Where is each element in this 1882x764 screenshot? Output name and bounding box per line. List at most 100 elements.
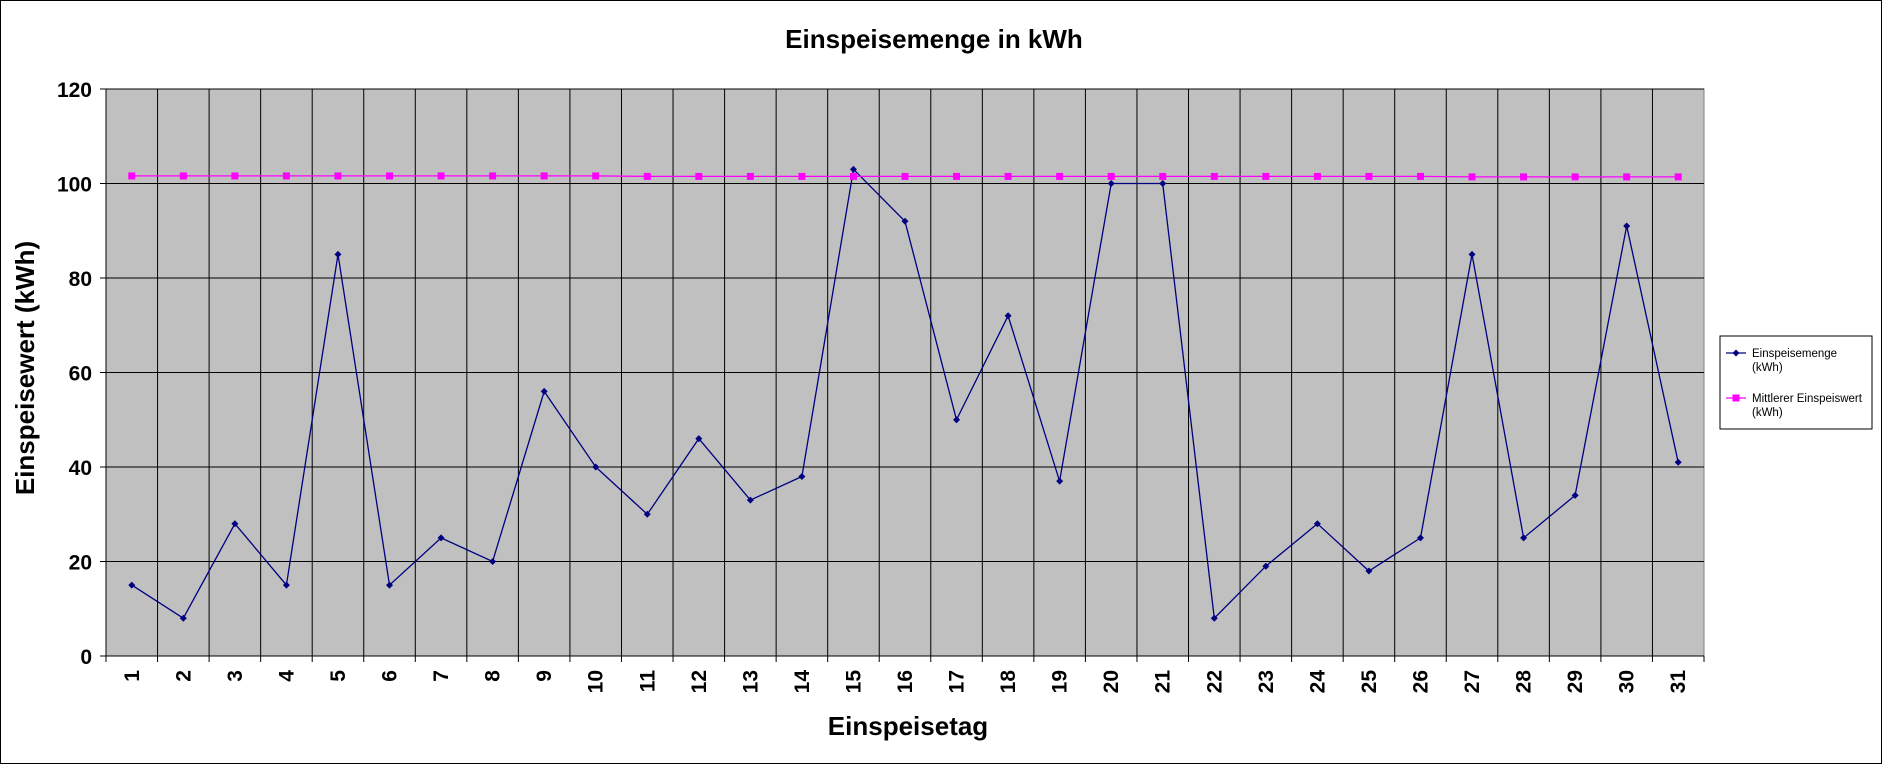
x-tick-label: 1 <box>121 670 144 682</box>
x-tick-label: 9 <box>533 670 556 682</box>
data-point <box>901 172 909 180</box>
data-point <box>1262 172 1270 180</box>
y-axis-title: Einspeisewert (kWh) <box>10 241 40 495</box>
legend-item: Mittlerer Einspeiswert (kWh) <box>1726 393 1863 419</box>
x-tick-label: 15 <box>842 670 865 694</box>
data-point <box>437 172 445 180</box>
data-point <box>1004 312 1012 320</box>
data-point <box>1365 172 1373 180</box>
x-tick-label: 22 <box>1203 670 1226 693</box>
chart-title: Einspeisemenge in kWh <box>785 24 1083 54</box>
x-tick-label: 12 <box>688 670 711 693</box>
data-point <box>643 172 651 180</box>
data-point <box>1004 172 1012 180</box>
x-axis-title: Einspeisetag <box>828 711 988 741</box>
data-point <box>334 250 342 258</box>
x-tick-label: 25 <box>1358 670 1381 694</box>
x-tick-label: 5 <box>327 670 350 682</box>
data-point <box>1520 173 1528 181</box>
data-point <box>1159 172 1167 180</box>
data-point <box>1468 173 1476 181</box>
x-tick-label: 8 <box>482 670 505 682</box>
data-point <box>437 534 445 542</box>
data-point <box>746 172 754 180</box>
legend: Einspeisemenge(kWh)Mittlerer Einspeiswer… <box>1719 335 1873 430</box>
y-tick-label: 20 <box>69 552 92 575</box>
y-tick-label: 0 <box>80 646 92 669</box>
data-point <box>489 172 497 180</box>
x-tick-label: 29 <box>1564 670 1587 693</box>
legend-swatch-marker <box>1732 349 1740 357</box>
data-point <box>282 172 290 180</box>
data-point <box>231 520 239 528</box>
data-point <box>643 510 651 518</box>
x-tick-label: 19 <box>1049 670 1072 693</box>
legend-box <box>1719 335 1873 430</box>
y-tick-label: 120 <box>57 79 92 102</box>
data-point <box>695 435 703 443</box>
data-point <box>1056 477 1064 485</box>
series-2 <box>128 172 1682 181</box>
y-tick-label: 60 <box>69 363 92 386</box>
x-tick-label: 23 <box>1255 670 1278 693</box>
data-point <box>746 496 754 504</box>
data-point <box>1365 567 1373 575</box>
data-point <box>695 172 703 180</box>
x-axis: 1 2 3 4 5 6 7 8 9 10 11 12 13 14 15 16 17 18 19 20 21 22 23 24 2… <box>105 655 1705 694</box>
data-point <box>179 614 187 622</box>
data-point <box>1674 458 1682 466</box>
data-point <box>540 387 548 395</box>
x-tick-label: 3 <box>224 670 247 682</box>
x-tick-label: 21 <box>1152 670 1175 694</box>
data-point <box>128 581 136 589</box>
y-tick-label: 80 <box>69 268 92 291</box>
x-tick-label: 2 <box>172 670 195 682</box>
y-axis: 0 20 40 60 80 100 120 <box>57 79 107 669</box>
data-point <box>1623 173 1631 181</box>
data-point <box>798 472 806 480</box>
series-1 <box>128 165 1682 622</box>
y-tick-label: 40 <box>69 457 92 480</box>
x-tick-label: 30 <box>1616 670 1639 693</box>
x-tick-label: 27 <box>1461 670 1484 693</box>
legend-label: Mittlerer Einspeiswert <box>1752 393 1863 405</box>
data-point <box>592 463 600 471</box>
x-tick-label: 6 <box>379 670 402 682</box>
data-point <box>953 172 961 180</box>
data-point <box>1468 250 1476 258</box>
legend-item: Einspeisemenge (kWh) <box>1726 348 1837 374</box>
data-point <box>282 581 290 589</box>
data-point <box>1056 172 1064 180</box>
data-point <box>231 172 239 180</box>
x-tick-label: 28 <box>1513 670 1536 694</box>
data-point <box>1159 180 1167 187</box>
x-tick-label: 26 <box>1409 670 1432 693</box>
series-layer <box>128 165 1682 622</box>
legend-swatch-marker <box>1732 394 1740 402</box>
legend-label: (kWh) <box>1752 407 1783 419</box>
x-tick-label: 16 <box>894 670 917 693</box>
x-tick-label: 17 <box>946 670 969 693</box>
x-tick-label: 7 <box>430 670 453 682</box>
x-tick-label: 11 <box>636 670 659 693</box>
x-tick-label: 20 <box>1100 670 1123 693</box>
data-point <box>1107 180 1115 187</box>
data-point <box>592 172 600 180</box>
x-tick-label: 18 <box>997 670 1020 694</box>
data-point <box>1674 173 1682 181</box>
data-point <box>1416 172 1424 180</box>
plot-area <box>105 88 1705 657</box>
data-point <box>1571 491 1579 499</box>
legend-label: Einspeisemenge <box>1752 348 1837 360</box>
data-point <box>386 581 394 589</box>
y-tick-label: 100 <box>57 174 92 197</box>
x-tick-label: 24 <box>1306 670 1329 694</box>
x-tick-label: 31 <box>1667 670 1690 694</box>
data-point <box>128 172 136 180</box>
data-point <box>386 172 394 180</box>
data-point <box>1210 614 1218 622</box>
data-point <box>1262 562 1270 570</box>
data-point <box>540 172 548 180</box>
legend-label: (kWh) <box>1752 362 1783 374</box>
data-point <box>798 172 806 180</box>
